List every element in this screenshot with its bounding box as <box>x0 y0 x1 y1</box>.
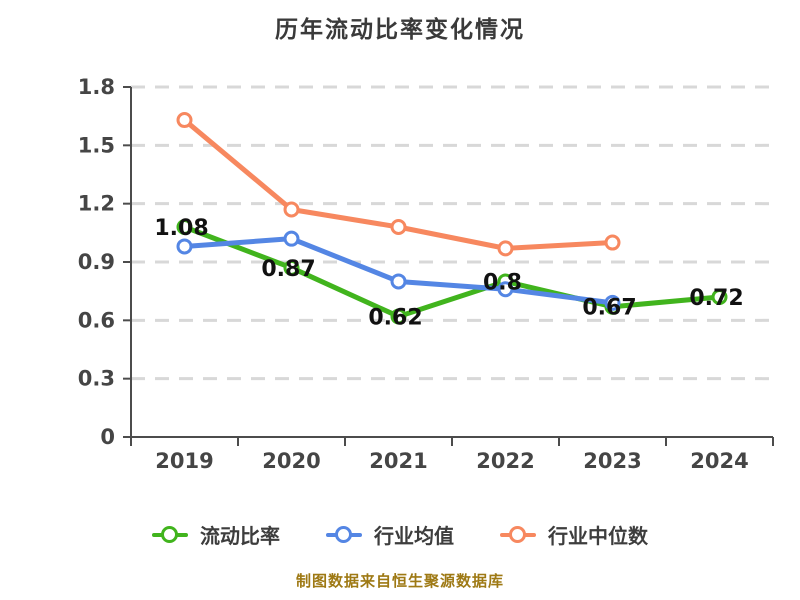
data-label: 0.8 <box>483 270 522 295</box>
legend-item-label: 行业中位数 <box>548 524 648 548</box>
legend-item-label: 行业均值 <box>374 524 454 548</box>
data-point <box>604 294 621 311</box>
data-point <box>283 201 300 218</box>
data-label: 0.67 <box>582 296 636 321</box>
y-tick-label: 1.8 <box>78 75 115 99</box>
data-label: 0.62 <box>368 305 422 330</box>
legend-item-industry-mean[interactable]: 行业均值 <box>326 520 454 549</box>
data-point <box>604 234 621 251</box>
data-label: 0.72 <box>689 286 743 311</box>
y-tick-label: 0.9 <box>78 250 115 274</box>
x-tick-label: 2023 <box>583 449 641 473</box>
legend-line-dot-icon <box>152 525 188 544</box>
data-point <box>497 240 514 257</box>
x-tick-label: 2022 <box>476 449 534 473</box>
y-tick-label: 1.5 <box>78 133 115 157</box>
legend-line-dot-icon <box>326 525 362 544</box>
data-point <box>283 259 300 276</box>
legend-line-dot-icon <box>500 525 536 544</box>
data-point <box>176 219 193 235</box>
legend-item-industry-median[interactable]: 行业中位数 <box>500 520 648 549</box>
x-tick-label: 2019 <box>155 449 213 473</box>
chart-title: 历年流动比率变化情况 <box>275 17 525 43</box>
data-point <box>497 281 514 298</box>
data-point <box>176 238 193 255</box>
data-label: 1.08 <box>154 216 208 241</box>
series-line-流动比率 <box>182 224 722 319</box>
y-tick-label: 0 <box>100 425 115 449</box>
x-tick-label: 2024 <box>690 449 748 473</box>
y-tick-label: 0.6 <box>78 308 115 332</box>
data-point <box>176 112 193 129</box>
data-label: 0.87 <box>261 257 315 282</box>
data-point <box>390 219 407 235</box>
data-point <box>711 289 728 305</box>
data-source-note: 制图数据来自恒生聚源数据库 <box>295 572 504 590</box>
x-tick-label: 2020 <box>262 449 320 473</box>
legend-item-label: 流动比率 <box>200 524 280 548</box>
x-tick-label: 2021 <box>369 449 427 473</box>
legend-item-current-ratio[interactable]: 流动比率 <box>152 520 280 549</box>
y-tick-label: 0.3 <box>78 367 115 391</box>
y-tick-label: 1.2 <box>78 192 115 216</box>
data-point <box>283 230 300 247</box>
data-point <box>390 308 407 325</box>
data-point <box>390 273 407 290</box>
chart-legend: 流动比率 行业均值 行业中位数 <box>0 520 800 549</box>
